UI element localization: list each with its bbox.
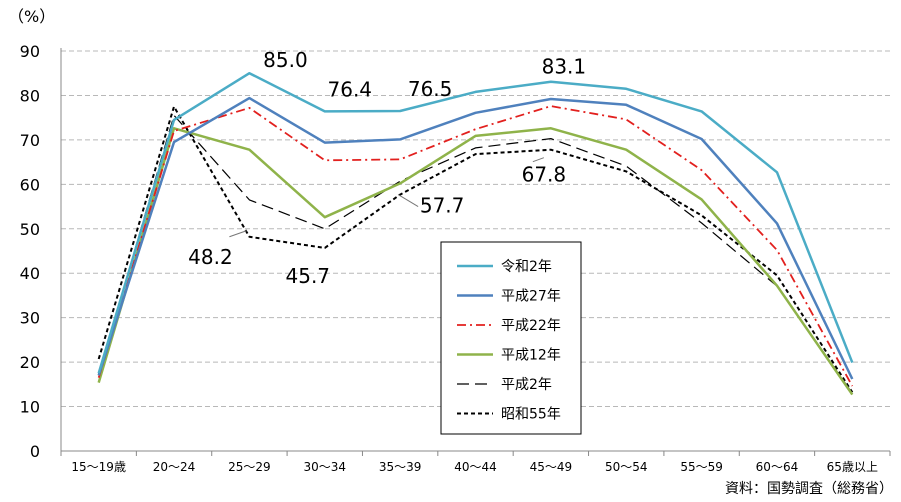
x-tick-label: 15～19歳	[71, 460, 126, 474]
x-tick-label: 60～64	[756, 460, 799, 474]
series-line	[97, 105, 854, 393]
y-unit-label: （%）	[8, 7, 55, 26]
legend-box	[440, 241, 582, 435]
x-tick-label: 40～44	[454, 460, 497, 474]
source-note: 資料：国勢調査（総務省）	[725, 481, 893, 497]
legend-label: 昭和55年	[501, 407, 561, 423]
y-tick-label: 40	[20, 264, 40, 283]
annotation-leader	[229, 230, 247, 238]
y-tick-label: 50	[20, 220, 40, 239]
y-tick-label: 20	[20, 353, 40, 372]
legend-label: 平成12年	[501, 348, 561, 364]
y-tick-label: 60	[20, 175, 40, 194]
x-tick-label: 55～59	[680, 460, 723, 474]
y-tick-label: 80	[20, 86, 40, 105]
annotation-label: 85.0	[263, 48, 308, 72]
y-tick-label: 90	[20, 42, 40, 61]
series-line	[97, 105, 854, 387]
legend-label: 平成27年	[501, 289, 561, 305]
y-tick-label: 30	[20, 309, 40, 328]
series-line	[97, 71, 854, 374]
x-tick-label: 65歳以上	[827, 460, 878, 474]
annotation-label: 83.1	[542, 55, 587, 79]
y-axis: 0 10 20 30 40 50 60 70 80 90	[20, 42, 62, 461]
annotation-label: 57.7	[420, 194, 465, 218]
annotations: 85.0 76.4 76.5 83.1 48.2 45.7 57.7 67.8	[188, 48, 586, 288]
grid	[61, 50, 890, 408]
annotation-label: 48.2	[188, 245, 233, 269]
annotation-label: 67.8	[522, 163, 567, 187]
y-tick-label: 10	[20, 398, 40, 417]
x-tick-label: 20～24	[153, 460, 196, 474]
legend-label: 平成2年	[501, 377, 552, 393]
series-line	[98, 114, 853, 394]
x-axis: 15～19歳 20～24 25～29 30～34 35～39 40～44 45～49 50～5…	[60, 450, 891, 474]
x-tick-label: 30～34	[303, 460, 346, 474]
series-line	[97, 127, 854, 396]
y-tick-label: 70	[20, 131, 40, 150]
series-lines	[97, 71, 854, 396]
x-tick-label: 25～29	[228, 460, 271, 474]
series-line	[97, 96, 854, 380]
x-tick-label: 45～49	[530, 460, 573, 474]
annotation-label: 76.4	[328, 77, 373, 101]
annotation-label: 76.5	[408, 77, 453, 101]
annotation-leader	[397, 194, 419, 207]
legend-label: 平成22年	[501, 318, 561, 334]
annotation-label: 45.7	[286, 264, 331, 288]
x-tick-label: 35～39	[379, 460, 422, 474]
y-tick-label: 0	[30, 442, 40, 461]
legend-label: 令和2年	[501, 259, 552, 275]
annotation-leader	[532, 157, 545, 163]
x-tick-label: 50～54	[605, 460, 648, 474]
